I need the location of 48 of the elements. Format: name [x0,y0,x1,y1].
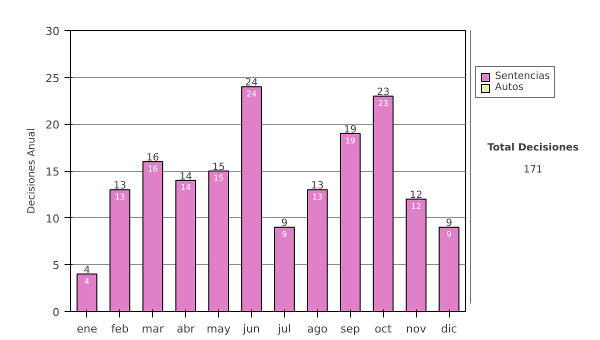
data-label: 9 [282,230,288,239]
total-label: 16 [146,152,160,164]
data-label: 19 [345,136,356,146]
total-label: 24 [245,78,258,89]
y-tick-label: 10 [46,212,60,226]
y-tick-label: 15 [46,166,60,178]
total-label: 23 [376,87,390,98]
total-label: 13 [114,180,126,192]
y-tick-label: 0 [52,306,60,319]
x-tick-label: feb [111,322,129,336]
total-label: 13 [311,180,324,192]
text: 171 [523,164,543,176]
data-label: 4 [84,276,90,286]
x-tick-label: jun [242,322,260,336]
data-label: 9 [446,230,452,239]
x-tick-label: mar [142,322,164,336]
x-tick-label: dic [441,322,458,336]
y-axis-title: Decisiones Anual [26,128,38,214]
x-tick-label: abr [176,322,196,336]
data-label: 12 [411,202,422,211]
x-tick-label: nov [406,322,427,336]
text: Total Decisiones [487,142,579,154]
total-label: 4 [84,265,90,276]
data-label: 16 [148,164,158,174]
y-tick-label: 5 [52,259,60,272]
legend-label: Autos [495,82,524,93]
x-tick-label: ene [76,322,98,336]
data-label: 13 [312,192,322,202]
data-label: 23 [378,98,388,108]
total-label: 9 [281,218,288,230]
x-tick-label: sep [340,322,360,336]
total-label: 14 [179,171,192,182]
x-tick-label: oct [374,322,392,336]
data-label: 13 [114,192,125,202]
x-tick-label: jul [276,322,292,336]
total-label: 15 [212,162,225,173]
total-label: 9 [446,218,452,230]
total-label: 19 [344,124,357,136]
total-label: 12 [410,190,422,202]
data-label: 24 [246,89,257,98]
y-tick-label: 25 [46,72,60,85]
y-tick-label: 20 [46,118,60,132]
x-tick-label: ago [307,322,328,336]
data-label: 14 [180,183,191,192]
x-tick-label: may [206,322,232,336]
data-label: 15 [214,174,224,183]
y-tick-label: 30 [46,25,60,38]
legend-label: Sentencias [495,71,550,82]
